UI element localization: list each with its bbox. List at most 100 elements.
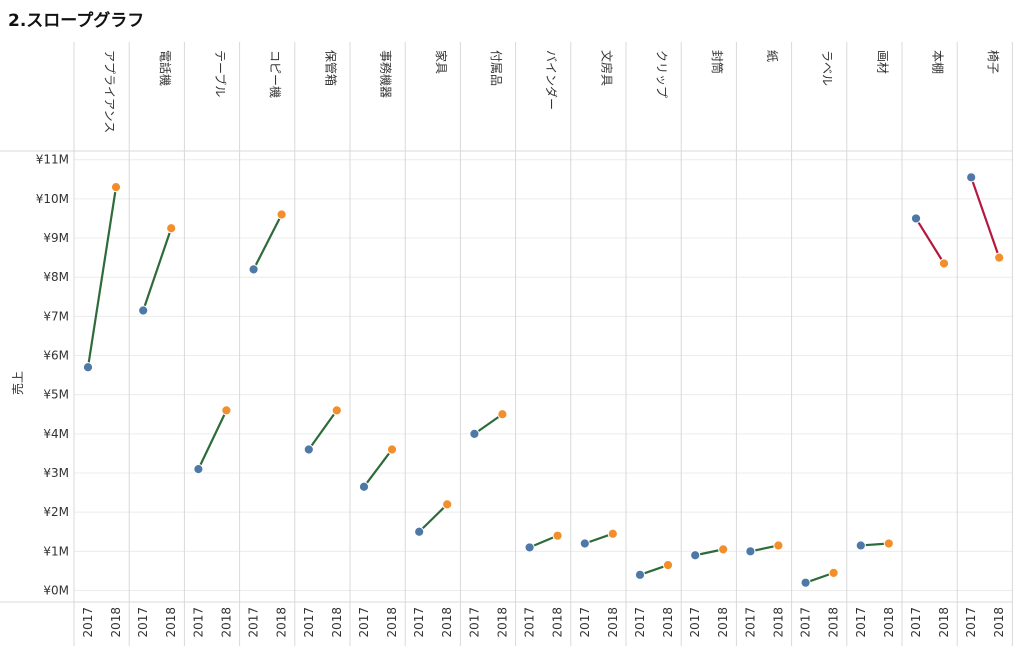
x-tick-label: 2018 (771, 607, 785, 638)
category-header: 紙 (765, 50, 780, 62)
point-2018 (994, 252, 1005, 263)
y-tick-label: ¥10M (36, 192, 69, 206)
point-2018 (938, 258, 950, 269)
x-tick-label: 2018 (882, 607, 896, 638)
x-tick-label: 2017 (523, 607, 537, 638)
category-header: クリップ (655, 50, 669, 98)
point-2017 (579, 538, 590, 549)
point-2018 (166, 223, 177, 234)
category-header: ラベル (820, 50, 834, 86)
slope-line (970, 176, 1001, 258)
point-2018 (221, 405, 232, 416)
point-2017 (248, 264, 259, 275)
category-header: 電話機 (158, 50, 173, 86)
slope-line (418, 503, 448, 533)
point-2018 (442, 499, 453, 510)
point-2018 (607, 528, 618, 539)
point-2018 (497, 409, 508, 420)
y-tick-label: ¥1M (43, 544, 69, 558)
slope-line (197, 409, 228, 470)
x-tick-label: 2018 (827, 607, 841, 638)
point-2017 (358, 481, 370, 492)
point-2017 (690, 550, 701, 561)
category-header: アプライアンス (103, 50, 117, 133)
point-2017 (524, 542, 535, 553)
category-headers: アプライアンス 電話機 テーブル コピー機 保管箱 事務機器 家具 付属品 バインダー 文房具 クリ… (103, 50, 1000, 133)
data-points (82, 172, 1005, 588)
x-tick-label: 2017 (633, 607, 647, 638)
x-tick-label: 2017 (964, 607, 978, 638)
point-2017 (966, 172, 977, 183)
point-2018 (662, 559, 674, 571)
category-header: 付属品 (489, 50, 503, 86)
point-2017 (800, 577, 811, 588)
x-tick-label: 2018 (937, 607, 951, 638)
x-tick-label: 2017 (799, 607, 813, 638)
x-tick-label: 2017 (247, 607, 261, 638)
point-2017 (634, 569, 646, 580)
y-tick-label: ¥3M (43, 466, 69, 480)
x-tick-label: 2017 (743, 607, 757, 638)
x-tick-label: 2018 (330, 607, 344, 638)
x-tick-label: 2017 (357, 607, 371, 638)
x-tick-label: 2017 (909, 607, 923, 638)
point-2017 (82, 362, 94, 373)
x-tick-label: 2018 (661, 607, 675, 638)
category-header: 保管箱 (323, 50, 338, 86)
x-tick-label: 2018 (440, 607, 454, 638)
x-tick-label: 2017 (578, 607, 592, 638)
x-tick-label: 2017 (854, 607, 868, 638)
category-header: バインダー (544, 50, 559, 110)
x-tick-label: 2018 (164, 607, 178, 638)
category-header: 家具 (434, 50, 449, 74)
x-tick-label: 2018 (716, 607, 730, 638)
x-tick-label: 2017 (302, 607, 316, 638)
slope-line (363, 448, 393, 488)
x-tick-label: 2017 (688, 607, 702, 638)
y-tick-label: ¥4M (43, 427, 69, 441)
point-2017 (303, 444, 314, 455)
category-header: 椅子 (986, 50, 1000, 74)
point-2017 (745, 546, 756, 557)
category-header: 本棚 (931, 50, 946, 74)
x-tick-label: 2018 (109, 607, 123, 638)
y-tick-label: ¥7M (43, 309, 69, 323)
y-tick-label: ¥6M (43, 349, 69, 363)
category-header: テーブル (213, 50, 228, 97)
point-2017 (910, 213, 922, 224)
point-2018 (110, 182, 122, 193)
point-2018 (552, 530, 563, 541)
y-tick-label: ¥11M (36, 153, 69, 167)
category-header: コピー機 (268, 50, 283, 98)
slope-line (142, 227, 173, 311)
slope-line (473, 413, 504, 435)
category-header: 封筒 (710, 50, 725, 74)
point-2017 (855, 540, 866, 551)
x-tick-label: 2017 (81, 607, 95, 638)
y-axis-title: 売上 (10, 371, 25, 395)
page-title: 2.スロープグラフ (8, 11, 145, 31)
x-tick-label: 2018 (275, 607, 289, 638)
slope-line (86, 186, 118, 368)
point-2017 (193, 463, 204, 475)
point-2017 (469, 428, 480, 439)
x-tick-label: 2018 (606, 607, 620, 638)
point-2018 (773, 540, 784, 551)
y-tick-label: ¥2M (43, 505, 69, 519)
x-tick-label: 2017 (191, 607, 205, 638)
category-header: 画材 (875, 50, 889, 74)
x-tick-label: 2017 (412, 607, 426, 638)
x-tick-label: 2017 (136, 607, 150, 638)
point-2018 (386, 444, 398, 455)
point-2018 (883, 538, 894, 549)
point-2018 (276, 209, 287, 220)
x-axis-years: 2017 2018 2017 2018 2017 2018 2017 2018 2017 2018… (81, 607, 1006, 638)
point-2018 (828, 567, 839, 578)
category-header: 事務機器 (379, 50, 394, 98)
point-2018 (718, 544, 729, 555)
y-tick-label: ¥8M (43, 270, 69, 284)
y-axis: ¥11M ¥10M ¥9M ¥8M ¥7M ¥6M ¥5M ¥4M ¥3M ¥2M ¥1M ¥0M (36, 153, 69, 598)
y-tick-label: ¥9M (43, 231, 69, 245)
point-2017 (414, 526, 425, 537)
